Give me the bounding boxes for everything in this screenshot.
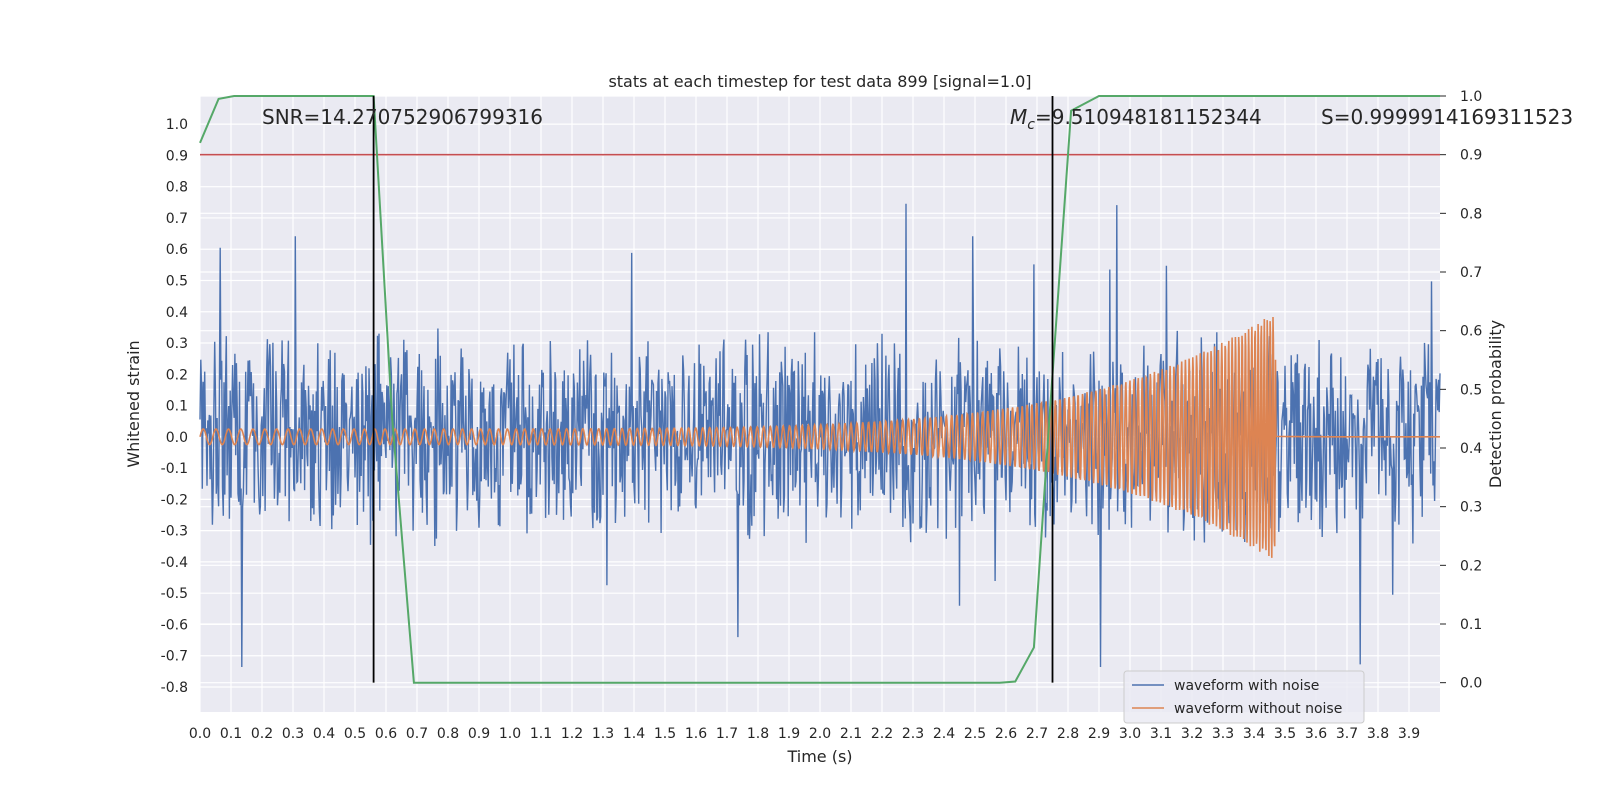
chart-title: stats at each timestep for test data 899… (608, 72, 1031, 91)
chirp-mass-annotation: Mc=9.510948181152344 (1010, 105, 1262, 133)
y-tick-label: -0.6 (161, 617, 188, 633)
x-ticks: 0.0 0.1 0.2 0.3 0.4 0.5 0.6 0.7 0.8 0.9 1.0 1.1 1.2 1… (189, 726, 1420, 742)
y-tick-label: -0.8 (161, 680, 188, 696)
score-annotation: S=0.9999914169311523 (1321, 105, 1573, 129)
y-tick-label: -0.1 (161, 461, 188, 477)
y-tick-label: -0.5 (161, 586, 188, 602)
y2-ticks: 1.0 0.9 0.8 0.7 0.6 0.5 0.4 0.3 0.2 0.1 0.0 (1440, 89, 1482, 692)
x-tick-label: 3.3 (1212, 726, 1234, 742)
x-tick-label: 1.2 (561, 726, 583, 742)
x-tick-label: 2.4 (933, 726, 955, 742)
x-tick-label: 3.4 (1243, 726, 1265, 742)
x-tick-label: 1.8 (747, 726, 769, 742)
x-tick-label: 1.5 (654, 726, 676, 742)
y-tick-label: 1.0 (166, 117, 188, 133)
x-tick-label: 1.3 (592, 726, 614, 742)
y-tick-label: 0.2 (166, 367, 188, 383)
y-tick-label: -0.7 (161, 649, 188, 665)
y-tick-label: 0.9 (166, 148, 188, 164)
x-axis-title: Time (s) (786, 747, 852, 766)
y-tick-label: -0.3 (161, 524, 188, 540)
legend: waveform with noise waveform without noi… (1123, 670, 1365, 724)
x-tick-label: 2.3 (902, 726, 924, 742)
y-tick-label: 0.3 (166, 336, 188, 352)
clean-waveform-line (199, 316, 1440, 558)
x-tick-label: 3.7 (1336, 726, 1358, 742)
x-tick-label: 2.7 (1026, 726, 1048, 742)
y2-tick-label: 0.9 (1460, 148, 1482, 164)
x-tick-label: 0.0 (189, 726, 211, 742)
y2-tick-label: 0.3 (1460, 500, 1482, 516)
x-tick-label: 0.6 (375, 726, 397, 742)
x-tick-label: 3.6 (1305, 726, 1327, 742)
detection-probability-line (199, 95, 1440, 684)
legend-box (1123, 670, 1365, 724)
x-tick-label: 1.9 (778, 726, 800, 742)
x-tick-label: 0.9 (468, 726, 490, 742)
x-tick-label: 2.0 (809, 726, 831, 742)
y2-tick-label: 0.6 (1460, 324, 1482, 340)
chirp-mass-symbol: M (1010, 105, 1027, 129)
legend-entry-noise: waveform with noise (1174, 678, 1319, 694)
legend-entry-clean: waveform without noise (1174, 701, 1342, 717)
x-tick-label: 2.2 (871, 726, 893, 742)
x-tick-label: 3.0 (1119, 726, 1141, 742)
x-tick-label: 0.1 (220, 726, 242, 742)
y-ticks: 1.0 0.9 0.8 0.7 0.6 0.5 0.4 0.3 0.2 0.1 0.0 -0.1 -0.… (161, 117, 188, 696)
x-tick-label: 1.0 (499, 726, 521, 742)
x-tick-label: 0.5 (344, 726, 366, 742)
y-tick-label: 0.0 (166, 430, 188, 446)
y-tick-label: 0.7 (166, 211, 188, 227)
y-tick-label: -0.4 (161, 555, 188, 571)
clean-waveform-layer (199, 316, 1440, 558)
x-tick-label: 3.2 (1181, 726, 1203, 742)
chirp-mass-value: =9.510948181152344 (1035, 105, 1262, 129)
x-tick-label: 1.1 (530, 726, 552, 742)
snr-annotation: SNR=14.270752906799316 (262, 105, 543, 129)
x-tick-label: 2.6 (995, 726, 1017, 742)
y-tick-label: 0.1 (166, 399, 188, 415)
x-tick-label: 3.8 (1367, 726, 1389, 742)
x-tick-label: 2.9 (1088, 726, 1110, 742)
x-tick-label: 3.1 (1150, 726, 1172, 742)
x-tick-label: 2.1 (840, 726, 862, 742)
y2-tick-label: 0.4 (1460, 441, 1482, 457)
y-tick-label: -0.2 (161, 492, 188, 508)
x-tick-label: 1.4 (623, 726, 645, 742)
y2-tick-label: 1.0 (1460, 89, 1482, 105)
x-tick-label: 0.8 (437, 726, 459, 742)
y2-tick-label: 0.1 (1460, 617, 1482, 633)
y2-tick-label: 0.0 (1460, 676, 1482, 692)
grid (199, 95, 1440, 712)
x-tick-label: 3.5 (1274, 726, 1296, 742)
y2-tick-label: 0.5 (1460, 382, 1482, 398)
x-tick-label: 0.7 (406, 726, 428, 742)
probability-layer (199, 95, 1440, 684)
y2-tick-label: 0.2 (1460, 558, 1482, 574)
x-tick-label: 2.5 (964, 726, 986, 742)
chirp-mass-subscript: c (1027, 117, 1035, 133)
x-tick-label: 0.4 (313, 726, 335, 742)
x-tick-label: 0.2 (251, 726, 273, 742)
y-tick-label: 0.4 (166, 305, 188, 321)
y-tick-label: 0.5 (166, 273, 188, 289)
x-tick-label: 1.6 (685, 726, 707, 742)
x-tick-label: 1.7 (716, 726, 738, 742)
x-tick-label: 2.8 (1057, 726, 1079, 742)
y-tick-label: 0.6 (166, 242, 188, 258)
y2-axis-title: Detection probability (1486, 320, 1505, 488)
y2-tick-label: 0.8 (1460, 206, 1482, 222)
y-tick-label: 0.8 (166, 180, 188, 196)
y-axis-title: Whitened strain (124, 340, 143, 467)
markers-layer (372, 96, 1054, 683)
y2-tick-label: 0.7 (1460, 265, 1482, 281)
x-tick-label: 0.3 (282, 726, 304, 742)
x-tick-label: 3.9 (1398, 726, 1420, 742)
